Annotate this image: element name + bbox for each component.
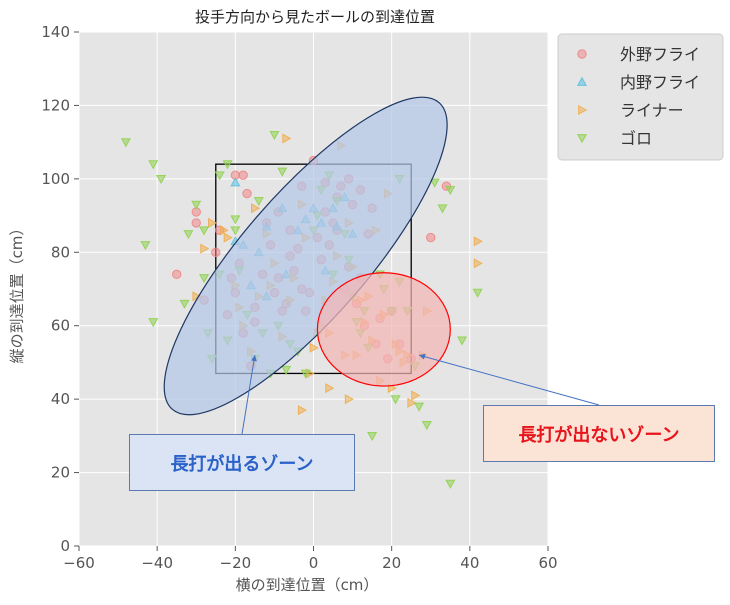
data-point-series-3 [413, 402, 425, 412]
legend-marker-2 [578, 104, 588, 116]
data-point-series-2 [473, 258, 483, 269]
data-point-series-3 [140, 241, 151, 251]
y-axis-label: 縦の到達位置（cm） [8, 221, 26, 364]
long-hit-zone-arrow [241, 355, 257, 435]
data-point-series-3 [253, 197, 264, 207]
data-point-series-2 [251, 203, 261, 214]
data-point-series-0 [172, 269, 182, 280]
x-tick-label: −20 [220, 554, 252, 572]
data-point-series-3 [120, 138, 131, 148]
data-point-series-3 [300, 369, 311, 379]
data-point-series-2 [309, 342, 319, 353]
data-point-series-3 [269, 130, 280, 141]
data-point-series-3 [148, 318, 159, 328]
data-point-series-3 [191, 200, 202, 210]
y-tick-label: 60 [51, 317, 70, 335]
x-tick-label: −60 [63, 554, 95, 572]
callout-long-hit-zone: 長打が出るゾーン [129, 434, 355, 491]
data-point-series-3 [230, 226, 241, 236]
data-point-series-3 [281, 365, 292, 376]
data-point-series-3 [445, 186, 456, 196]
data-point-series-0 [426, 232, 436, 243]
data-point-series-3 [230, 215, 241, 225]
data-point-series-2 [411, 390, 421, 401]
data-point-series-2 [297, 405, 308, 416]
callout-no-long-hit-zone-text: 長打が出ないゾーン [518, 424, 680, 446]
data-point-series-3 [456, 336, 468, 346]
chart-title: 投手方向から見たボールの到達位置 [195, 8, 435, 26]
callout-long-hit-zone-text: 長打が出るゾーン [170, 453, 314, 475]
legend-label-3: ゴロ [620, 129, 652, 148]
data-point-series-3 [277, 167, 288, 177]
x-tick-label: −40 [141, 554, 173, 572]
x-axis-label: 横の到達位置（cm） [236, 576, 379, 594]
legend-marker-3 [576, 134, 588, 144]
x-tick-label: 40 [460, 554, 479, 572]
data-point-series-2 [219, 225, 229, 236]
y-tick-label: 20 [51, 464, 70, 482]
y-tick-label: 40 [51, 390, 70, 408]
y-tick-label: 0 [60, 537, 70, 555]
data-point-series-2 [407, 397, 417, 408]
data-point-series-2 [344, 394, 354, 405]
no-long-hit-zone-arrow [418, 353, 600, 406]
data-point-series-3 [472, 288, 483, 298]
data-point-series-2 [473, 236, 483, 247]
data-point-series-3 [148, 160, 159, 170]
callout-no-long-hit-zone: 長打が出ないゾーン [483, 405, 715, 462]
data-point-series-3 [199, 226, 210, 236]
y-tick-label: 120 [41, 96, 70, 114]
data-point-series-3 [179, 299, 190, 309]
data-point-series-3 [183, 230, 194, 240]
data-point-series-2 [282, 133, 292, 144]
data-point-series-3 [437, 204, 448, 214]
y-tick-label: 80 [51, 243, 70, 261]
data-point-series-3 [199, 274, 210, 284]
data-point-series-3 [156, 174, 167, 185]
data-point-series-3 [214, 171, 225, 181]
data-point-series-3 [445, 479, 456, 489]
data-point-series-3 [421, 420, 432, 431]
data-point-series-2 [325, 383, 335, 394]
data-point-series-2 [223, 232, 233, 243]
data-point-series-0 [191, 218, 201, 228]
data-point-series-2 [208, 217, 218, 228]
x-tick-label: 20 [382, 554, 401, 572]
data-point-series-0 [238, 170, 248, 180]
data-point-series-3 [222, 160, 233, 170]
legend-marker-0 [577, 49, 587, 59]
data-point-series-3 [367, 431, 378, 442]
data-point-series-2 [200, 243, 210, 254]
y-tick-label: 140 [41, 23, 70, 41]
x-tick-label: 60 [538, 554, 557, 572]
legend-label-1: 内野フライ [620, 73, 700, 92]
legend-label-2: ライナー [620, 101, 684, 120]
x-tick-label: 0 [309, 554, 319, 572]
no-long-hit-zone-ellipse [316, 272, 451, 387]
data-point-series-0 [211, 247, 221, 257]
legend-label-0: 外野フライ [620, 45, 700, 64]
legend-marker-1 [576, 76, 588, 86]
y-tick-label: 100 [41, 170, 70, 188]
data-point-series-0 [242, 188, 252, 199]
data-point-series-3 [429, 178, 440, 188]
legend-box [557, 33, 724, 161]
data-point-series-1 [230, 177, 241, 187]
data-point-series-3 [390, 395, 401, 405]
